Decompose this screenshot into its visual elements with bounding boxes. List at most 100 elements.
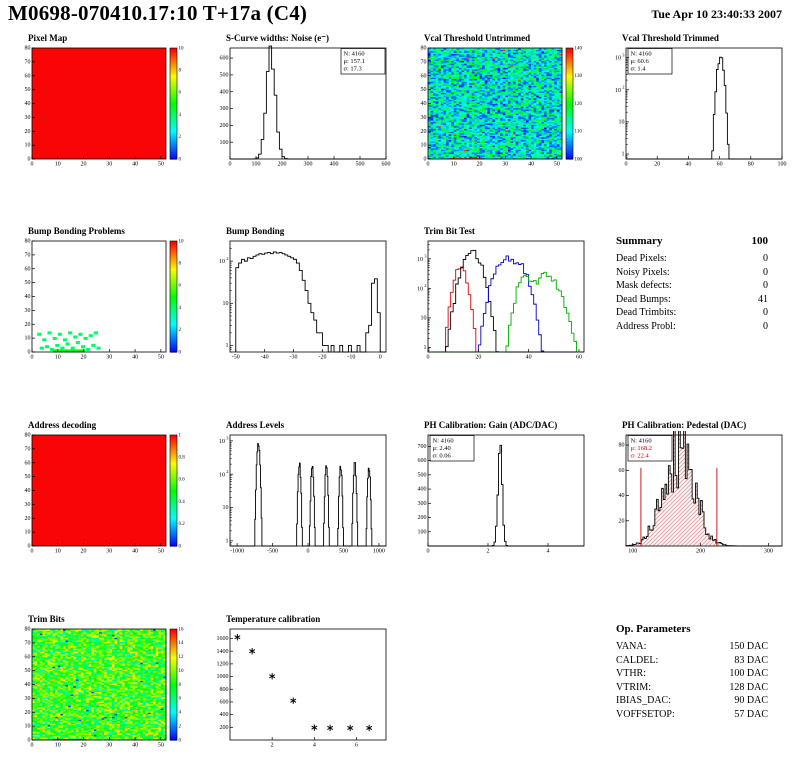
chart-title: Vcal Threshold Untrimmed	[424, 33, 531, 43]
summary-row-value: 0	[763, 320, 768, 332]
temperature-calibration-scatter	[204, 625, 394, 753]
summary-row-label: Mask defects:	[616, 280, 672, 291]
op-parameter-value: 57 DAC	[734, 708, 768, 720]
summary-row-value: 41	[758, 293, 768, 305]
op-parameters-panel: Op. Parameters VANA: 150 DAC CALDEL: 83 …	[616, 623, 768, 721]
cell-vcal-trimmed: Vcal Threshold Trimmed	[600, 30, 796, 223]
cell-scurve-noise: S-Curve widths: Noise (e⁻)	[204, 30, 402, 223]
summary-row-label: Dead Trimbits:	[616, 307, 677, 318]
ph-gain-histogram	[402, 431, 592, 559]
op-parameter-row: VANA: 150 DAC	[616, 640, 768, 654]
pixel-map-heatmap	[6, 44, 196, 172]
bump-bonding-histogram	[204, 237, 394, 365]
chart-title: Address Levels	[226, 420, 285, 430]
op-parameter-row: IBIAS_DAC: 90 DAC	[616, 694, 768, 708]
cell-ph-pedestal: PH Calibration: Pedestal (DAC)	[600, 417, 796, 611]
chart-title: Bump Bonding	[226, 226, 285, 236]
chart-title: Bump Bonding Problems	[28, 226, 125, 236]
chart-address-decoding: Address decoding	[6, 417, 204, 559]
summary-row: Dead Pixels: 0	[616, 252, 768, 266]
op-parameter-label: VTHR:	[616, 668, 646, 679]
summary-panel: Summary 100 Dead Pixels: 0 Noisy Pixels:…	[616, 235, 768, 333]
vcal-untrimmed-heatmap	[402, 44, 592, 172]
cell-bump-bonding: Bump Bonding	[204, 223, 402, 417]
chart-title: Temperature calibration	[226, 614, 321, 624]
summary-header: Summary 100	[616, 235, 768, 247]
chart-trim-bits: Trim Bits	[6, 611, 204, 753]
chart-title: Pixel Map	[28, 33, 68, 43]
summary-row-value: 0	[763, 307, 768, 318]
chart-title: Trim Bit Test	[424, 226, 475, 236]
plots-grid: Pixel Map S-Curve widths: Noise (e⁻) Vca…	[6, 30, 796, 762]
timestamp: Tue Apr 10 23:40:33 2007	[651, 7, 782, 21]
summary-row-label: Address Probl:	[616, 320, 676, 332]
op-parameter-value: 90 DAC	[734, 695, 768, 706]
summary-title: Summary	[616, 235, 663, 247]
address-decoding-heatmap	[6, 431, 196, 559]
op-parameter-label: CALDEL:	[616, 654, 659, 666]
address-levels-histogram	[204, 431, 394, 559]
chart-pixel-map: Pixel Map	[6, 30, 204, 172]
op-parameter-label: IBIAS_DAC:	[616, 695, 672, 706]
cell-address-decoding: Address decoding	[6, 417, 204, 611]
op-parameter-value: 83 DAC	[734, 654, 768, 666]
summary-row: Mask defects: 0	[616, 279, 768, 293]
trim-bits-heatmap	[6, 625, 196, 753]
op-parameter-value: 128 DAC	[729, 681, 768, 693]
chart-title: Trim Bits	[28, 614, 65, 624]
bump-bonding-problems-heatmap	[6, 237, 196, 365]
chart-address-levels: Address Levels	[204, 417, 402, 559]
summary-row-value: 0	[763, 266, 768, 278]
chart-ph-pedestal: PH Calibration: Pedestal (DAC)	[600, 417, 796, 559]
op-parameter-row: VTHR: 100 DAC	[616, 667, 768, 681]
page-title: M0698-070410.17:10 T+17a (C4)	[8, 1, 308, 25]
cell-op-parameters: Op. Parameters VANA: 150 DAC CALDEL: 83 …	[600, 611, 796, 762]
chart-title: Address decoding	[28, 420, 97, 430]
ph-pedestal-histogram	[600, 431, 790, 559]
summary-row-value: 0	[763, 280, 768, 291]
cell-bump-bonding-problems: Bump Bonding Problems	[6, 223, 204, 417]
cell-pixel-map: Pixel Map	[6, 30, 204, 223]
chart-bump-bonding: Bump Bonding	[204, 223, 402, 365]
op-parameter-value: 150 DAC	[729, 641, 768, 652]
chart-title: S-Curve widths: Noise (e⁻)	[226, 33, 329, 43]
summary-row-value: 0	[763, 253, 768, 264]
summary-row: Dead Bumps: 41	[616, 293, 768, 307]
op-parameter-value: 100 DAC	[729, 668, 768, 679]
chart-title: Vcal Threshold Trimmed	[622, 33, 719, 43]
summary-row-label: Noisy Pixels:	[616, 266, 670, 278]
cell-vcal-untrimmed: Vcal Threshold Untrimmed	[402, 30, 600, 223]
chart-temperature-calibration: Temperature calibration	[204, 611, 402, 753]
cell-trim-bits: Trim Bits	[6, 611, 204, 762]
chart-title: PH Calibration: Gain (ADC/DAC)	[424, 420, 558, 430]
cell-temperature-calibration: Temperature calibration	[204, 611, 402, 762]
summary-row-label: Dead Pixels:	[616, 253, 667, 264]
op-parameter-label: VOFFSETOP:	[616, 708, 675, 720]
summary-row: Noisy Pixels: 0	[616, 266, 768, 280]
chart-trim-bit-test: Trim Bit Test	[402, 223, 600, 365]
chart-bump-bonding-problems: Bump Bonding Problems	[6, 223, 204, 365]
chart-scurve-noise: S-Curve widths: Noise (e⁻)	[204, 30, 402, 172]
chart-vcal-trimmed: Vcal Threshold Trimmed	[600, 30, 796, 172]
chart-title: PH Calibration: Pedestal (DAC)	[622, 420, 747, 430]
op-parameter-row: VTRIM: 128 DAC	[616, 681, 768, 695]
op-parameters-title: Op. Parameters	[616, 623, 691, 635]
cell-ph-gain: PH Calibration: Gain (ADC/DAC)	[402, 417, 600, 611]
summary-row-label: Dead Bumps:	[616, 293, 671, 305]
cell-trim-bit-test: Trim Bit Test	[402, 223, 600, 417]
scurve-noise-histogram	[204, 44, 394, 172]
empty-cell	[402, 611, 600, 762]
summary-row: Address Probl: 0	[616, 320, 768, 334]
trim-bit-test-histogram	[402, 237, 592, 365]
op-parameter-row: VOFFSETOP: 57 DAC	[616, 708, 768, 722]
cell-address-levels: Address Levels	[204, 417, 402, 611]
summary-row: Dead Trimbits: 0	[616, 306, 768, 320]
summary-grade: 100	[751, 235, 769, 247]
cell-summary: Summary 100 Dead Pixels: 0 Noisy Pixels:…	[600, 223, 796, 417]
op-parameter-label: VANA:	[616, 641, 647, 652]
op-parameters-header: Op. Parameters	[616, 623, 768, 635]
op-parameter-label: VTRIM:	[616, 681, 651, 693]
chart-vcal-untrimmed: Vcal Threshold Untrimmed	[402, 30, 600, 172]
vcal-trimmed-histogram	[600, 44, 790, 172]
